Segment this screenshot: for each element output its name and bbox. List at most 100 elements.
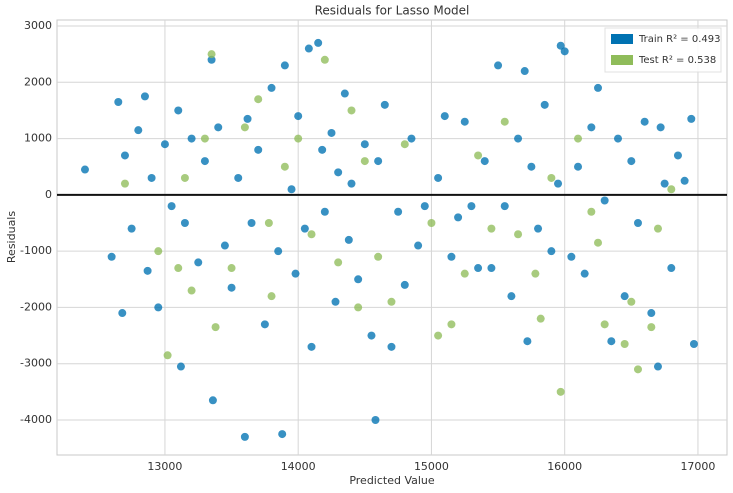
point bbox=[580, 269, 589, 278]
point bbox=[367, 331, 376, 340]
point bbox=[514, 230, 523, 239]
y-tick-label: 2000 bbox=[24, 75, 52, 88]
x-tick-label: 13000 bbox=[147, 460, 182, 473]
point bbox=[327, 128, 336, 137]
point bbox=[574, 134, 583, 143]
point bbox=[247, 219, 256, 228]
point bbox=[147, 173, 156, 182]
point bbox=[240, 123, 249, 132]
point bbox=[174, 264, 183, 273]
point bbox=[447, 320, 456, 329]
point bbox=[187, 286, 196, 295]
point bbox=[127, 224, 136, 233]
point bbox=[687, 114, 696, 123]
point bbox=[114, 98, 123, 107]
point bbox=[653, 224, 662, 233]
point bbox=[354, 275, 363, 284]
point bbox=[540, 100, 549, 109]
point bbox=[594, 238, 603, 247]
point bbox=[420, 202, 429, 211]
point bbox=[460, 117, 469, 126]
point bbox=[234, 173, 243, 182]
point bbox=[680, 176, 689, 185]
y-axis-label: Residuals bbox=[5, 211, 18, 263]
point bbox=[556, 387, 565, 396]
point bbox=[460, 269, 469, 278]
point bbox=[480, 157, 489, 166]
point bbox=[134, 126, 143, 135]
y-tick-label: -2000 bbox=[20, 300, 52, 313]
point bbox=[374, 252, 383, 261]
point bbox=[474, 264, 483, 273]
point bbox=[80, 165, 89, 174]
point bbox=[556, 41, 565, 50]
point bbox=[660, 179, 669, 188]
point bbox=[647, 309, 656, 318]
point bbox=[689, 340, 698, 349]
point bbox=[320, 55, 329, 64]
point bbox=[487, 224, 496, 233]
point bbox=[620, 340, 629, 349]
point bbox=[347, 106, 356, 115]
point bbox=[454, 213, 463, 222]
point bbox=[400, 140, 409, 149]
point bbox=[334, 258, 343, 267]
x-tick-label: 14000 bbox=[281, 460, 316, 473]
point bbox=[434, 331, 443, 340]
point bbox=[331, 297, 340, 306]
point bbox=[354, 303, 363, 312]
point bbox=[567, 252, 576, 261]
point bbox=[120, 151, 129, 160]
point bbox=[653, 362, 662, 371]
point bbox=[536, 314, 545, 323]
point bbox=[667, 185, 676, 194]
legend-label: Test R² = 0.538 bbox=[638, 55, 716, 66]
point bbox=[340, 89, 349, 98]
point bbox=[280, 162, 289, 171]
point bbox=[534, 224, 543, 233]
point bbox=[207, 55, 216, 64]
x-axis-label: Predicted Value bbox=[349, 474, 435, 487]
point bbox=[633, 365, 642, 374]
point bbox=[307, 342, 316, 351]
point bbox=[554, 179, 563, 188]
point bbox=[407, 134, 416, 143]
point bbox=[514, 134, 523, 143]
point bbox=[427, 219, 436, 228]
point bbox=[207, 50, 216, 59]
point bbox=[264, 219, 273, 228]
point bbox=[176, 362, 185, 371]
point bbox=[163, 351, 172, 360]
point bbox=[347, 179, 356, 188]
point bbox=[400, 280, 409, 289]
point bbox=[243, 114, 252, 123]
point bbox=[300, 224, 309, 233]
point bbox=[647, 323, 656, 332]
point bbox=[314, 38, 323, 47]
points bbox=[57, 38, 727, 441]
point bbox=[500, 202, 509, 211]
point bbox=[320, 207, 329, 216]
y-tick-label: -3000 bbox=[20, 357, 52, 370]
point bbox=[627, 157, 636, 166]
point bbox=[494, 61, 503, 70]
point bbox=[200, 134, 209, 143]
point bbox=[527, 162, 536, 171]
x-tick-label: 16000 bbox=[547, 460, 582, 473]
point bbox=[211, 323, 220, 332]
point bbox=[440, 112, 449, 121]
point bbox=[194, 258, 203, 267]
legend: Train R² = 0.493 Test R² = 0.538 bbox=[604, 27, 722, 73]
point bbox=[673, 151, 682, 160]
point bbox=[318, 145, 327, 154]
point bbox=[434, 173, 443, 182]
point bbox=[600, 320, 609, 329]
point bbox=[656, 123, 665, 132]
legend-label: Train R² = 0.493 bbox=[638, 34, 721, 45]
point bbox=[594, 83, 603, 92]
point bbox=[180, 173, 189, 182]
point bbox=[607, 337, 616, 346]
point bbox=[380, 100, 389, 109]
point bbox=[334, 168, 343, 177]
